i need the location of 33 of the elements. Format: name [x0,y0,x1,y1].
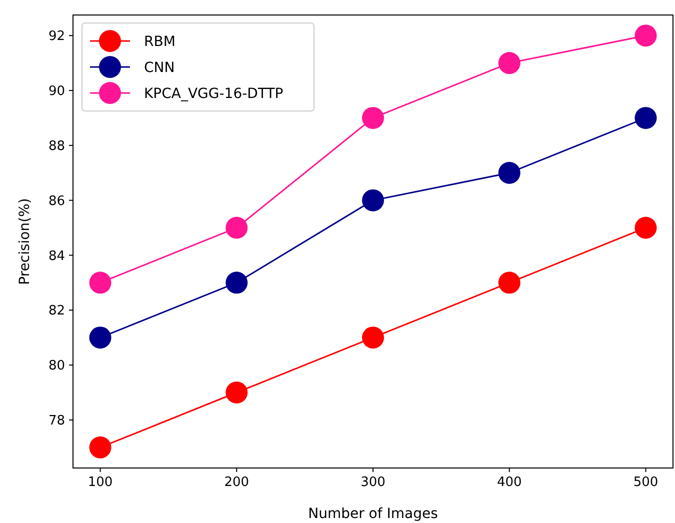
legend-label: KPCA_VGG-16-DTTP [144,86,284,102]
y-tick-label: 84 [48,248,65,264]
y-tick-label: 90 [48,84,65,100]
point [89,272,112,294]
legend-label: RBM [144,34,176,50]
point [498,52,520,74]
legend-label: CNN [144,60,175,76]
y-tick-label: 88 [48,138,65,154]
point [362,326,384,349]
point [634,216,657,239]
point [362,106,384,129]
x-tick-label: 100 [88,475,113,490]
point [362,189,384,212]
point [634,24,657,47]
y-tick-label: 80 [48,358,65,374]
point [226,216,248,239]
x-tick-label: 200 [224,475,250,490]
y-tick-label: 86 [48,194,65,209]
point [498,162,520,184]
y-axis-title: Precision(%) [17,198,33,285]
point [226,272,248,294]
point [498,272,520,294]
y-tick-label: 82 [48,304,65,319]
y-tick-label: 92 [48,29,65,44]
y-tick-label: 78 [48,414,65,429]
point [89,436,112,458]
x-tick-label: 400 [496,475,522,490]
x-tick-label: 500 [633,475,658,490]
x-axis-title: Number of Images [308,506,438,522]
x-tick-label: 300 [360,475,386,490]
point [634,106,657,129]
point [226,382,248,404]
point [89,326,112,349]
